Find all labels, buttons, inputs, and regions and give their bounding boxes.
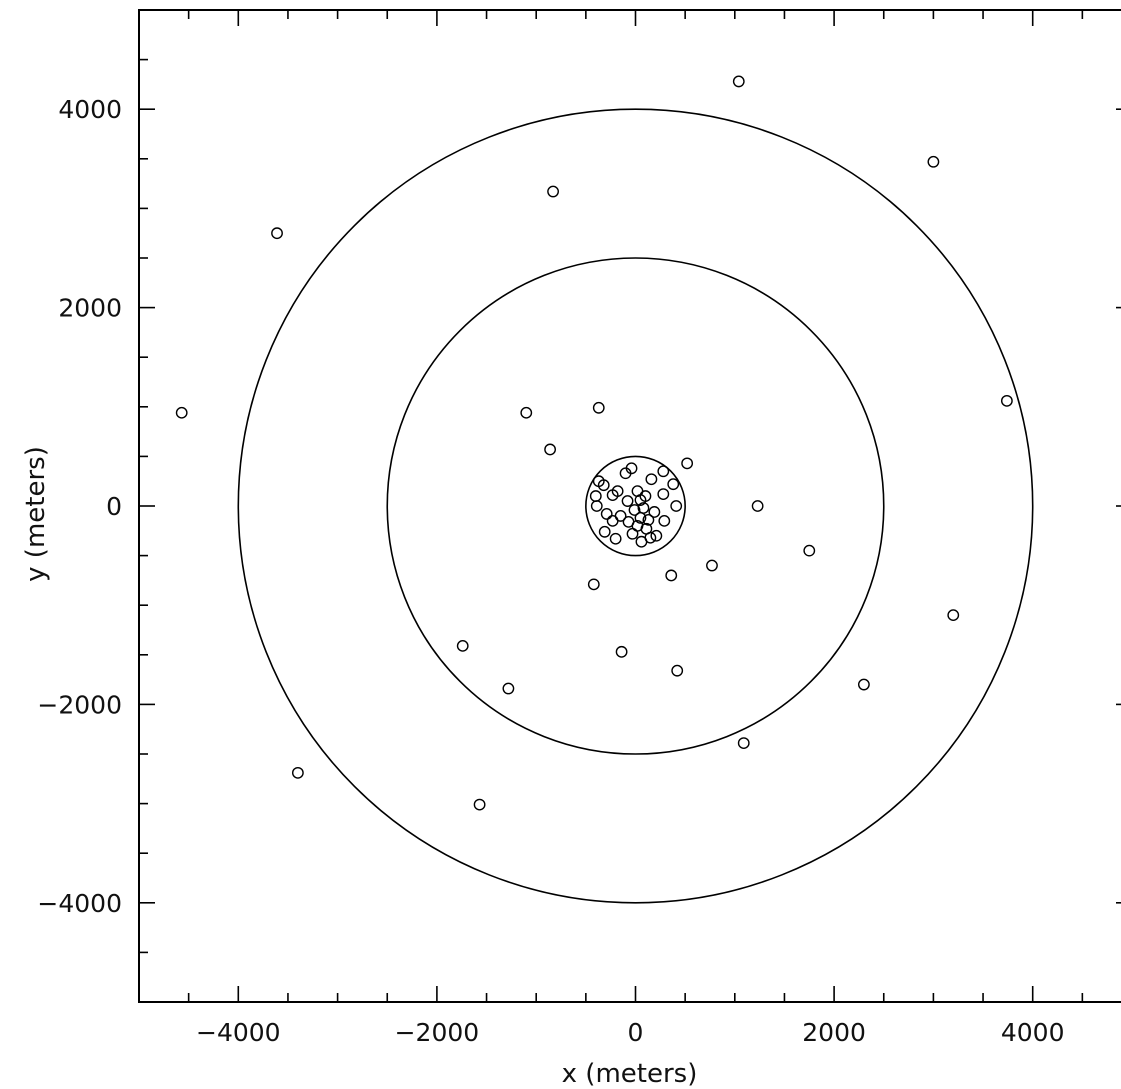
y-tick-label: 0 — [106, 492, 122, 521]
x-tick-label: −4000 — [196, 1018, 281, 1047]
y-tick-label: −2000 — [37, 690, 122, 719]
data-point-48 — [642, 513, 655, 526]
data-point-29 — [645, 473, 658, 486]
y-tick-label: 4000 — [58, 95, 122, 124]
data-point-8 — [544, 443, 557, 456]
plot-frame — [138, 9, 1121, 1003]
data-point-3 — [271, 227, 283, 240]
data-point-58 — [644, 531, 657, 544]
data-point-5 — [175, 406, 188, 419]
data-point-17 — [615, 645, 628, 658]
data-point-11 — [803, 544, 816, 557]
ring-2 — [237, 108, 1034, 904]
data-point-14 — [587, 578, 600, 591]
data-point-18 — [671, 664, 684, 677]
data-point-49 — [658, 514, 671, 527]
ring-group — [237, 108, 1034, 904]
data-point-30 — [667, 478, 680, 491]
x-axis-label: x (meters) — [562, 1059, 698, 1089]
y-axis-label: y (meters) — [21, 446, 51, 582]
data-point-28 — [597, 479, 610, 492]
data-point-7 — [592, 401, 605, 414]
data-point-12 — [706, 559, 718, 572]
data-point-4 — [1000, 394, 1013, 407]
data-point-6 — [520, 406, 533, 419]
data-point-38 — [621, 495, 634, 507]
y-tick-label: 2000 — [58, 294, 122, 323]
data-point-23 — [473, 798, 486, 811]
data-point-25 — [619, 467, 632, 480]
data-point-1 — [927, 155, 940, 168]
x-tick-label: 2000 — [802, 1018, 866, 1047]
data-point-10 — [751, 500, 764, 512]
data-point-43 — [628, 504, 641, 516]
data-point-21 — [737, 737, 750, 749]
data-point-39 — [670, 500, 683, 512]
data-point-2 — [547, 185, 559, 198]
tick-group — [139, 10, 1121, 1002]
x-tick-label: 0 — [628, 1018, 644, 1047]
data-point-40 — [590, 500, 603, 512]
tick-label-group: −4000 −2000 0 2000 4000 −4000 −2000 0 2000 4000 — [37, 95, 1064, 1047]
x-tick-label: −2000 — [395, 1018, 480, 1047]
data-point-35 — [606, 489, 619, 501]
data-point-46 — [606, 514, 619, 527]
data-point-37 — [634, 494, 647, 506]
data-point-26 — [657, 465, 670, 478]
ring-0 — [585, 455, 686, 557]
data-point-15 — [947, 609, 960, 622]
data-point-13 — [665, 569, 678, 582]
data-point-52 — [598, 525, 611, 538]
data-point-20 — [857, 678, 870, 691]
data-point-47 — [634, 512, 647, 524]
data-point-41 — [600, 508, 613, 520]
data-point-56 — [609, 532, 622, 545]
x-tick-label: 4000 — [1001, 1018, 1065, 1047]
data-point-22 — [291, 766, 304, 779]
data-point-0 — [732, 75, 745, 88]
data-point-33 — [657, 488, 670, 500]
data-point-34 — [589, 490, 602, 502]
data-point-16 — [456, 639, 469, 652]
data-point-54 — [626, 527, 639, 540]
data-point-9 — [681, 457, 694, 470]
ring-1 — [386, 257, 885, 755]
data-point-55 — [650, 529, 663, 542]
point-group — [175, 75, 1013, 811]
y-tick-label: −4000 — [37, 889, 122, 918]
data-point-44 — [648, 506, 661, 518]
data-point-19 — [502, 682, 515, 695]
